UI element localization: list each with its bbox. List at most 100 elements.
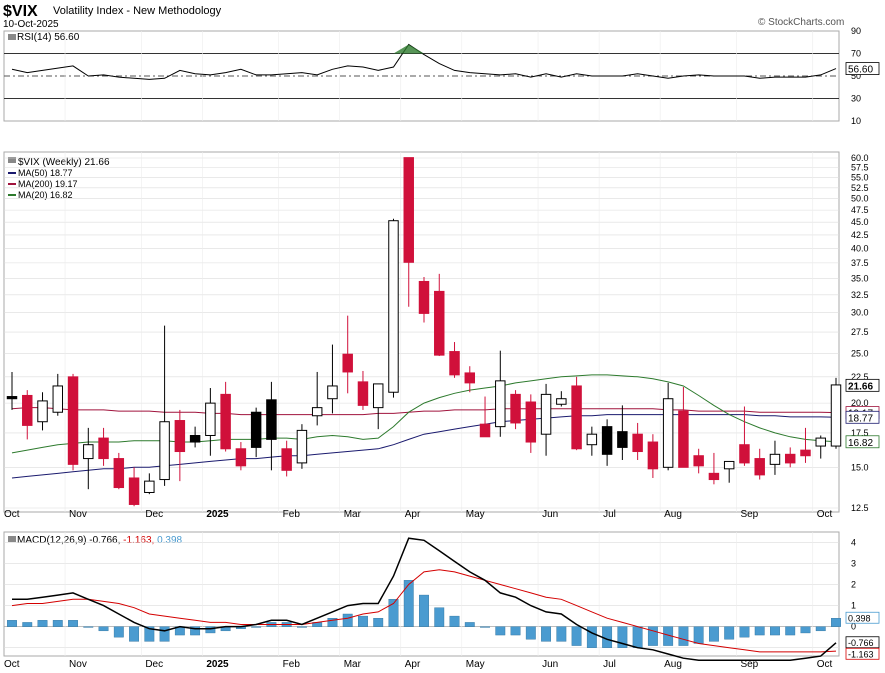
candle-body — [464, 372, 476, 384]
candle-body — [632, 433, 643, 453]
candle-body — [495, 380, 506, 428]
macd-tick-label: 0 — [851, 622, 856, 632]
candle — [723, 460, 735, 483]
candle — [647, 434, 659, 478]
candle — [540, 383, 552, 456]
candle — [800, 427, 811, 463]
candle-body — [250, 411, 262, 448]
candle — [678, 386, 689, 468]
candle — [632, 422, 643, 461]
macd-hist-bar — [571, 626, 582, 646]
ma50-line — [11, 414, 837, 479]
macd-hist-bar — [7, 620, 17, 627]
candle — [311, 371, 323, 426]
candle — [189, 426, 201, 448]
macd-hist-bar — [693, 626, 704, 644]
candle — [67, 373, 79, 471]
x-axis-label: Sep — [740, 509, 758, 520]
price-tick-label: 20.0 — [851, 398, 869, 408]
ma20-label: MA(20) 16.82 — [18, 190, 73, 200]
macd-hist-bar — [556, 626, 567, 642]
ma50-value-tag — [845, 410, 880, 424]
candle — [220, 381, 231, 452]
macd-hist-bar — [37, 620, 48, 627]
macd-hist-bar — [98, 626, 109, 632]
last-price-text: 21.66 — [848, 381, 873, 392]
macd-hist-bar — [22, 622, 33, 627]
macd-hist-value-tag — [845, 611, 880, 624]
candle — [296, 424, 308, 469]
candle — [144, 473, 155, 495]
candle-body — [540, 393, 552, 435]
candle-body — [22, 394, 33, 426]
x-axis-label: Aug — [664, 659, 682, 670]
candle-body — [617, 431, 628, 448]
macd-hist-bar — [541, 626, 552, 642]
macd-hist-bar — [815, 626, 826, 632]
candle — [739, 406, 750, 466]
candle — [388, 218, 399, 398]
candle — [52, 373, 64, 416]
watermark: © StockCharts.com — [758, 17, 844, 28]
candle — [601, 419, 613, 466]
x-axis-label: Oct — [817, 659, 833, 670]
candle — [708, 452, 720, 485]
candle-body — [37, 400, 48, 423]
macd-signal-value-text: -1.163 — [848, 649, 874, 659]
rsi-tick-label: 90 — [851, 26, 861, 36]
price-label: $VIX (Weekly) 21.66 — [18, 157, 110, 168]
macd-hist-bar — [617, 626, 628, 648]
candle — [434, 273, 445, 357]
candle — [784, 447, 796, 468]
rsi-tick-label: 50 — [851, 71, 861, 81]
macd-hist-bar — [510, 626, 521, 636]
macd-value-text: -0.766 — [848, 638, 874, 648]
macd-signal-line — [11, 569, 837, 653]
macd-hist-bar — [785, 626, 796, 636]
candle-body — [647, 441, 659, 470]
rsi-value-tag — [845, 62, 880, 75]
candle-body — [83, 444, 94, 460]
rsi-tick-label: 30 — [851, 94, 861, 104]
candle-body — [739, 444, 750, 464]
candle-body — [235, 448, 247, 467]
macd-hist-bar — [403, 580, 414, 627]
macd-hist-bar — [724, 626, 735, 640]
rsi-value-text: 56.60 — [848, 65, 873, 76]
macd-hist-value-text: 0.398 — [848, 613, 871, 623]
candle-body — [357, 381, 369, 406]
rsi-tick-label: 10 — [851, 116, 861, 126]
macd-hist-bar — [113, 626, 124, 638]
candle — [22, 390, 33, 440]
candle — [571, 376, 582, 451]
rsi-tick-label: 70 — [851, 49, 861, 59]
candle-body — [220, 393, 231, 450]
candle-body — [693, 455, 704, 467]
x-axis-label: Jul — [603, 509, 616, 520]
macd-panel-frame — [3, 531, 840, 657]
macd-label-hist: 0.398 — [154, 535, 182, 546]
x-axis-label: Jul — [603, 659, 616, 670]
candle-body — [296, 429, 308, 464]
price-tick-label: 55.0 — [851, 172, 869, 182]
grid-layer — [4, 31, 839, 656]
price-tick-label: 50.0 — [851, 194, 869, 204]
ma20-value-text: 16.82 — [848, 438, 873, 449]
macd-label-value: -0.766, — [86, 535, 120, 546]
macd-hist-bar — [800, 626, 811, 634]
candle — [113, 452, 125, 490]
candle — [479, 396, 491, 438]
macd-tick-label: 2 — [851, 580, 856, 590]
candle-body — [67, 376, 79, 465]
candle-body — [586, 433, 598, 446]
candle — [403, 157, 414, 307]
candle-body — [52, 385, 64, 413]
candle-body — [479, 423, 491, 438]
x-axis-label: Nov — [69, 659, 87, 670]
price-tick-label: 52.5 — [851, 183, 869, 193]
candle — [449, 342, 460, 378]
x-axis-label: Jun — [542, 659, 558, 670]
candle-body — [98, 437, 109, 460]
candle — [693, 448, 704, 474]
price-tick-label: 40.0 — [851, 243, 869, 253]
